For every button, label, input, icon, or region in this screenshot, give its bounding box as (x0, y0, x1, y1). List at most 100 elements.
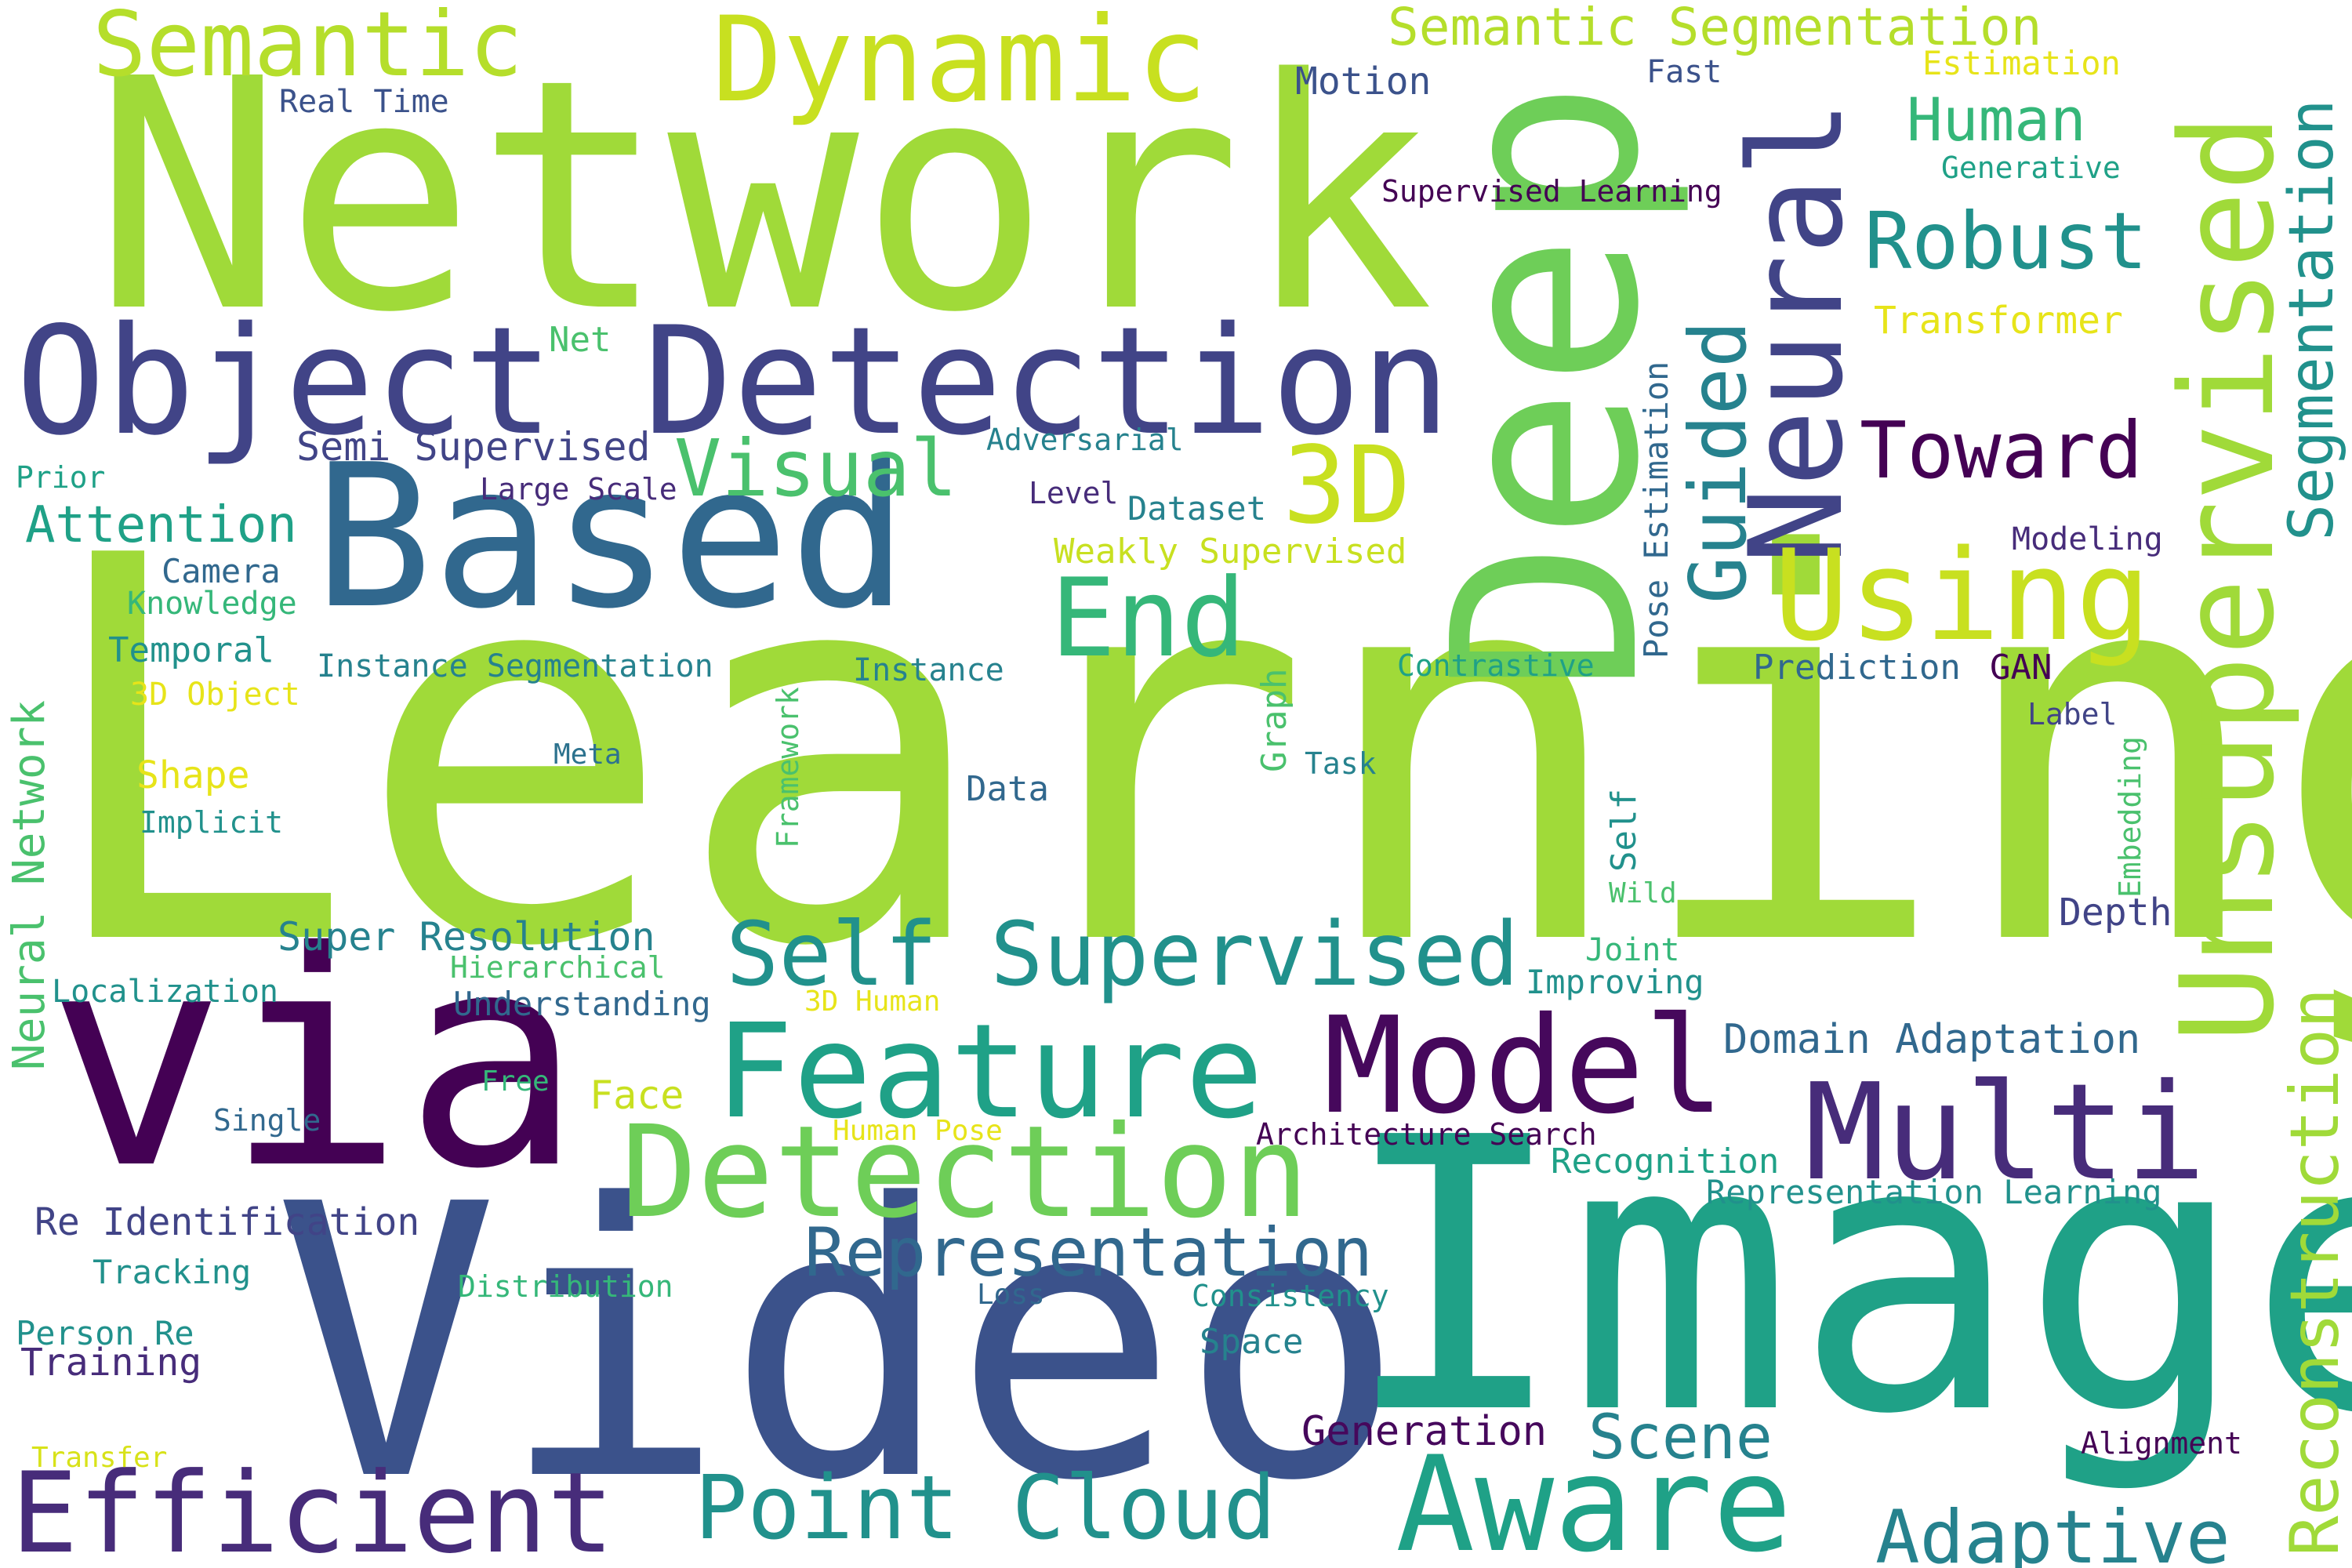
word-prediction: Prediction (1753, 648, 1961, 688)
word-tracking: Tracking (93, 1253, 252, 1291)
word-improving: Improving (1526, 963, 1704, 1001)
word-hierarchical: Hierarchical (450, 950, 666, 985)
word-implicit: Implicit (140, 805, 284, 840)
word-toward: Toward (1860, 405, 2143, 496)
word-aware: Aware (1396, 1428, 1792, 1568)
word-estimation: Estimation (1922, 44, 2121, 82)
word-3d-object: 3D Object (130, 677, 300, 713)
word-fast: Fast (1646, 54, 1722, 90)
word-transfer: Transfer (31, 1442, 168, 1474)
word-dynamic: Dynamic (712, 0, 1208, 129)
word-semantic-segmentation: Semantic Segmentation (1388, 0, 2042, 57)
word-knowledge: Knowledge (127, 586, 297, 622)
word-robust: Robust (1864, 195, 2148, 287)
word-attention: Attention (25, 496, 297, 554)
word-generative: Generative (1941, 151, 2121, 185)
word-network: Network (93, 11, 1435, 382)
word-joint: Joint (1585, 932, 1680, 968)
word-using: Using (1773, 522, 2151, 669)
word-architecture-search: Architecture Search (1256, 1117, 1597, 1152)
word-camera: Camera (162, 552, 281, 590)
word-generation: Generation (1301, 1408, 1548, 1455)
word-depth: Depth (2059, 891, 2172, 935)
word-scene: Scene (1588, 1403, 1773, 1473)
word-visual: Visual (674, 423, 958, 514)
word-semi-supervised: Semi Supervised (296, 424, 651, 470)
word-single: Single (213, 1103, 321, 1138)
word-deep: Deep (1398, 80, 1695, 694)
word-large-scale: Large Scale (480, 472, 677, 506)
word-weakly-supervised: Weakly Supervised (1054, 532, 1407, 572)
word-point-cloud: Point Cloud (695, 1457, 1276, 1559)
word-self-supervised: Self Supervised (726, 904, 1519, 1006)
word-contrastive: Contrastive (1397, 648, 1595, 683)
word-guided: Guided (1672, 320, 1764, 604)
word-human-pose: Human Pose (833, 1115, 1003, 1147)
word-end: End (1051, 555, 1247, 681)
word-distribution: Distribution (458, 1269, 673, 1304)
word-video: Video (273, 1125, 1406, 1563)
word-face: Face (590, 1073, 684, 1118)
word-embedding: Embedding (2113, 736, 2147, 898)
word-training: Training (20, 1341, 202, 1385)
word-shape: Shape (136, 753, 250, 797)
word-free: Free (481, 1065, 550, 1098)
word-motion: Motion (1295, 60, 1432, 103)
word-graph: Graph (1254, 668, 1294, 772)
word-super-resolution: Super Resolution (278, 914, 655, 960)
word-prior: Prior (16, 460, 106, 495)
word-human: Human (1907, 85, 2086, 154)
word-self: Self (1604, 789, 1644, 872)
word-temporal: Temporal (108, 630, 274, 670)
word-transformer: Transformer (1874, 299, 2123, 343)
word-consistency: Consistency (1192, 1279, 1389, 1313)
word-re-identification: Re Identification (34, 1200, 420, 1244)
word-real-time: Real Time (279, 84, 449, 120)
word-dataset: Dataset (1127, 489, 1267, 528)
word-alignment: Alignment (2081, 1426, 2242, 1461)
word-gan: GAN (1990, 648, 2053, 688)
word-net: Net (549, 320, 612, 360)
word-task: Task (1305, 746, 1377, 781)
word-representation: Representation (804, 1214, 1373, 1292)
word-efficient: Efficient (11, 1449, 615, 1568)
word-data: Data (966, 769, 1049, 809)
word-model: Model (1323, 989, 1725, 1144)
word-label: Label (2027, 697, 2118, 731)
word-loss: Loss (977, 1279, 1045, 1311)
word-multi: Multi (1805, 1055, 2206, 1210)
word-domain-adaptation: Domain Adaptation (1723, 1016, 2141, 1063)
word-via: via (47, 889, 583, 1234)
word-instance-segmentation: Instance Segmentation (317, 648, 713, 684)
word-semantic: Semantic (93, 0, 524, 96)
word-based: Based (314, 423, 909, 652)
word-adaptive: Adaptive (1875, 1495, 2230, 1568)
word-meta: Meta (554, 739, 622, 771)
word-localization: Localization (52, 974, 278, 1010)
word-person-re: Person Re (16, 1314, 194, 1352)
word-space: Space (1200, 1322, 1304, 1362)
word-detection: Detection (621, 1099, 1309, 1247)
word-wild: Wild (1609, 877, 1677, 909)
word-supervised-learning: Supervised Learning (1381, 174, 1722, 209)
word-recognition: Recognition (1551, 1142, 1780, 1181)
word-level: Level (1029, 476, 1119, 510)
word-segmentation: Segmentation (2277, 99, 2347, 541)
word-3d-human: 3D Human (804, 985, 941, 1018)
word-instance: Instance (853, 652, 1004, 688)
word-unsupervised: Unsupervised (2153, 114, 2303, 1043)
word-reconstruction: Reconstruction (2276, 988, 2352, 1556)
word-neural-network: Neural Network (4, 699, 55, 1070)
word-learning: Learning (36, 446, 2352, 1062)
word-image: Image (1341, 1058, 2352, 1497)
word-representation-learning: Representation Learning (1706, 1173, 2162, 1211)
word-3d: 3D (1283, 424, 1411, 548)
word-modeling: Modeling (2012, 521, 2163, 557)
word-object-detection: Object Detection (16, 295, 1451, 468)
word-understanding: Understanding (453, 985, 711, 1023)
word-pose-estimation: Pose Estimation (1637, 361, 1675, 659)
word-adversarial: Adversarial (986, 423, 1184, 457)
word-framework: Framework (771, 687, 805, 848)
word-feature: Feature (715, 996, 1264, 1148)
